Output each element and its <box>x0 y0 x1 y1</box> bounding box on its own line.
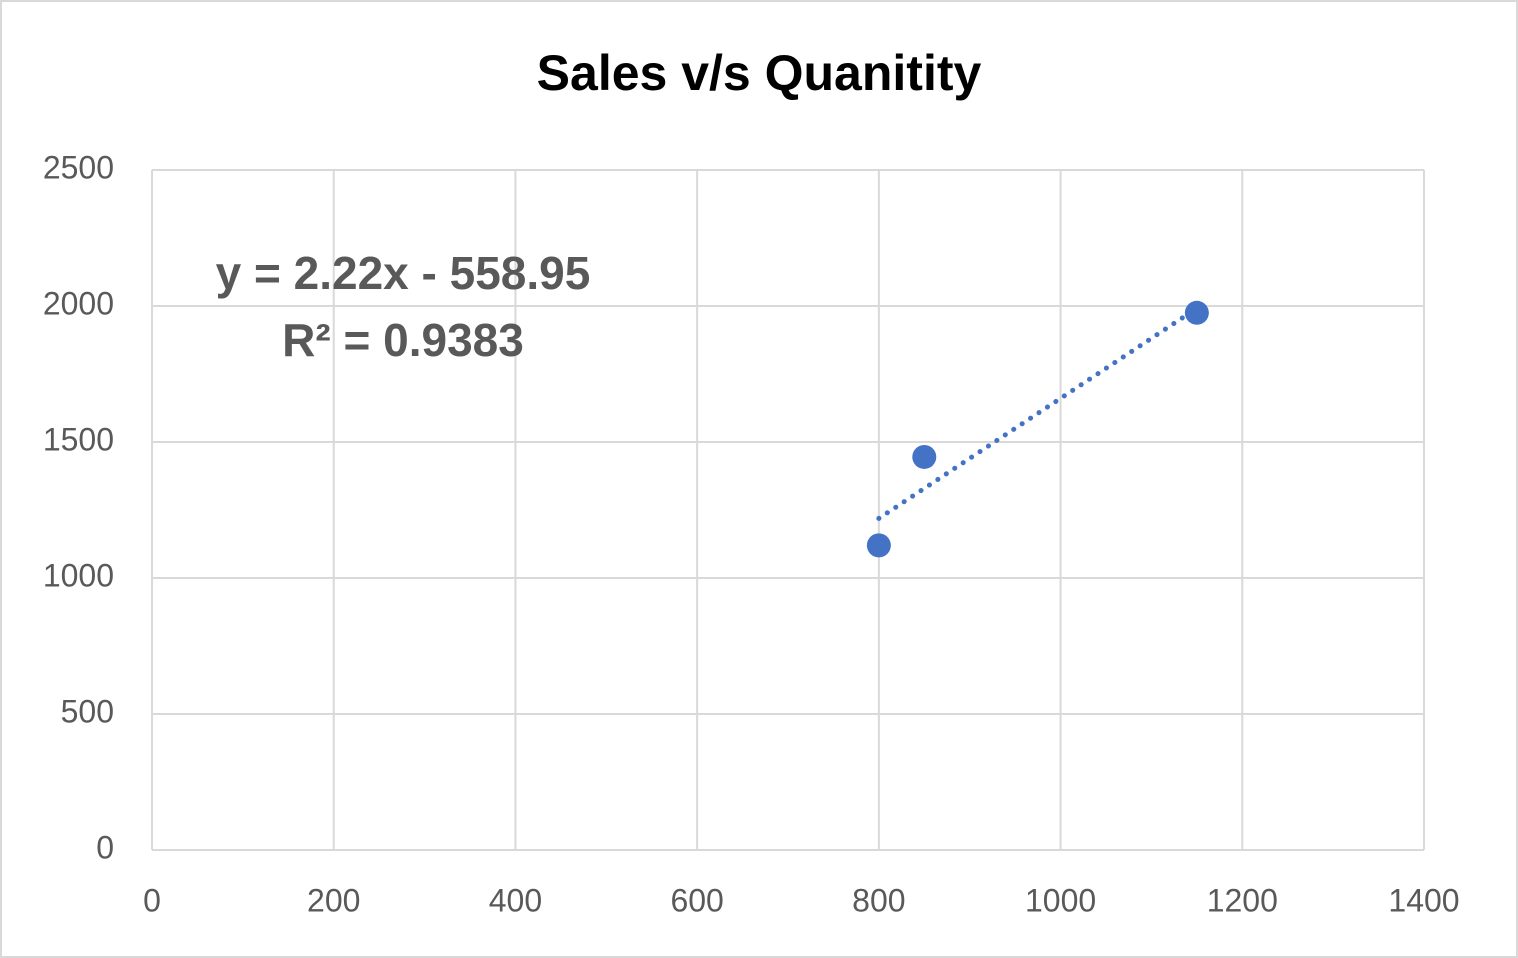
r-squared: R² = 0.9383 <box>282 314 524 366</box>
x-tick-label: 200 <box>307 882 360 918</box>
y-tick-label: 1500 <box>43 421 114 457</box>
x-tick-label: 1200 <box>1207 882 1278 918</box>
point <box>1184 300 1209 325</box>
trendline-equation: y = 2.22x - 558.95 <box>216 247 591 299</box>
chart-title: Sales v/s Quanitity <box>537 45 982 101</box>
x-tick-label: 0 <box>143 882 161 918</box>
y-tick-label: 1000 <box>43 557 114 593</box>
x-tick-label: 1000 <box>1025 882 1096 918</box>
point <box>866 533 891 558</box>
trendline <box>876 305 1200 521</box>
x-tick-label: 400 <box>489 882 542 918</box>
y-tick-label: 500 <box>61 693 114 729</box>
x-tick-label: 1400 <box>1388 882 1459 918</box>
x-tick-label: 800 <box>852 882 905 918</box>
y-tick-label: 0 <box>96 829 114 865</box>
x-tick-label: 600 <box>670 882 723 918</box>
y-tick-label: 2000 <box>43 285 114 321</box>
y-tick-label: 2500 <box>43 149 114 185</box>
point <box>912 444 937 469</box>
